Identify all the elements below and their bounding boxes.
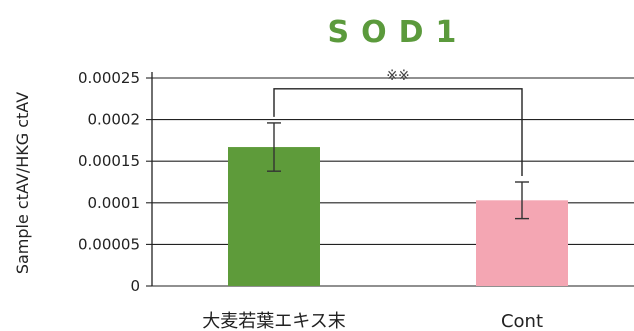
significance-line [273,88,523,176]
y-tick-label: 0.00015 [78,152,140,170]
significance-label: ※※ [386,68,409,84]
bars [228,147,568,286]
y-tick-label: 0 [130,277,140,295]
y-tick-label: 0.0001 [88,194,141,212]
category-labels: 大麦若葉エキス末 Cont [202,311,543,331]
category-label: 大麦若葉エキス末 [202,311,345,331]
y-tick-label: 0.00025 [78,69,140,87]
y-axis-label: Sample ctAV/HKG ctAV [13,92,32,274]
chart-title: SOD1 [328,15,469,50]
y-axis-ticks: 0 0.00005 0.0001 0.00015 0.0002 0.00025 [78,69,152,295]
error-bars [267,122,529,220]
category-label: Cont [501,311,543,331]
y-tick-label: 0.0002 [88,111,141,129]
y-tick-label: 0.00005 [78,235,140,253]
significance-bracket: ※※ [273,68,523,176]
